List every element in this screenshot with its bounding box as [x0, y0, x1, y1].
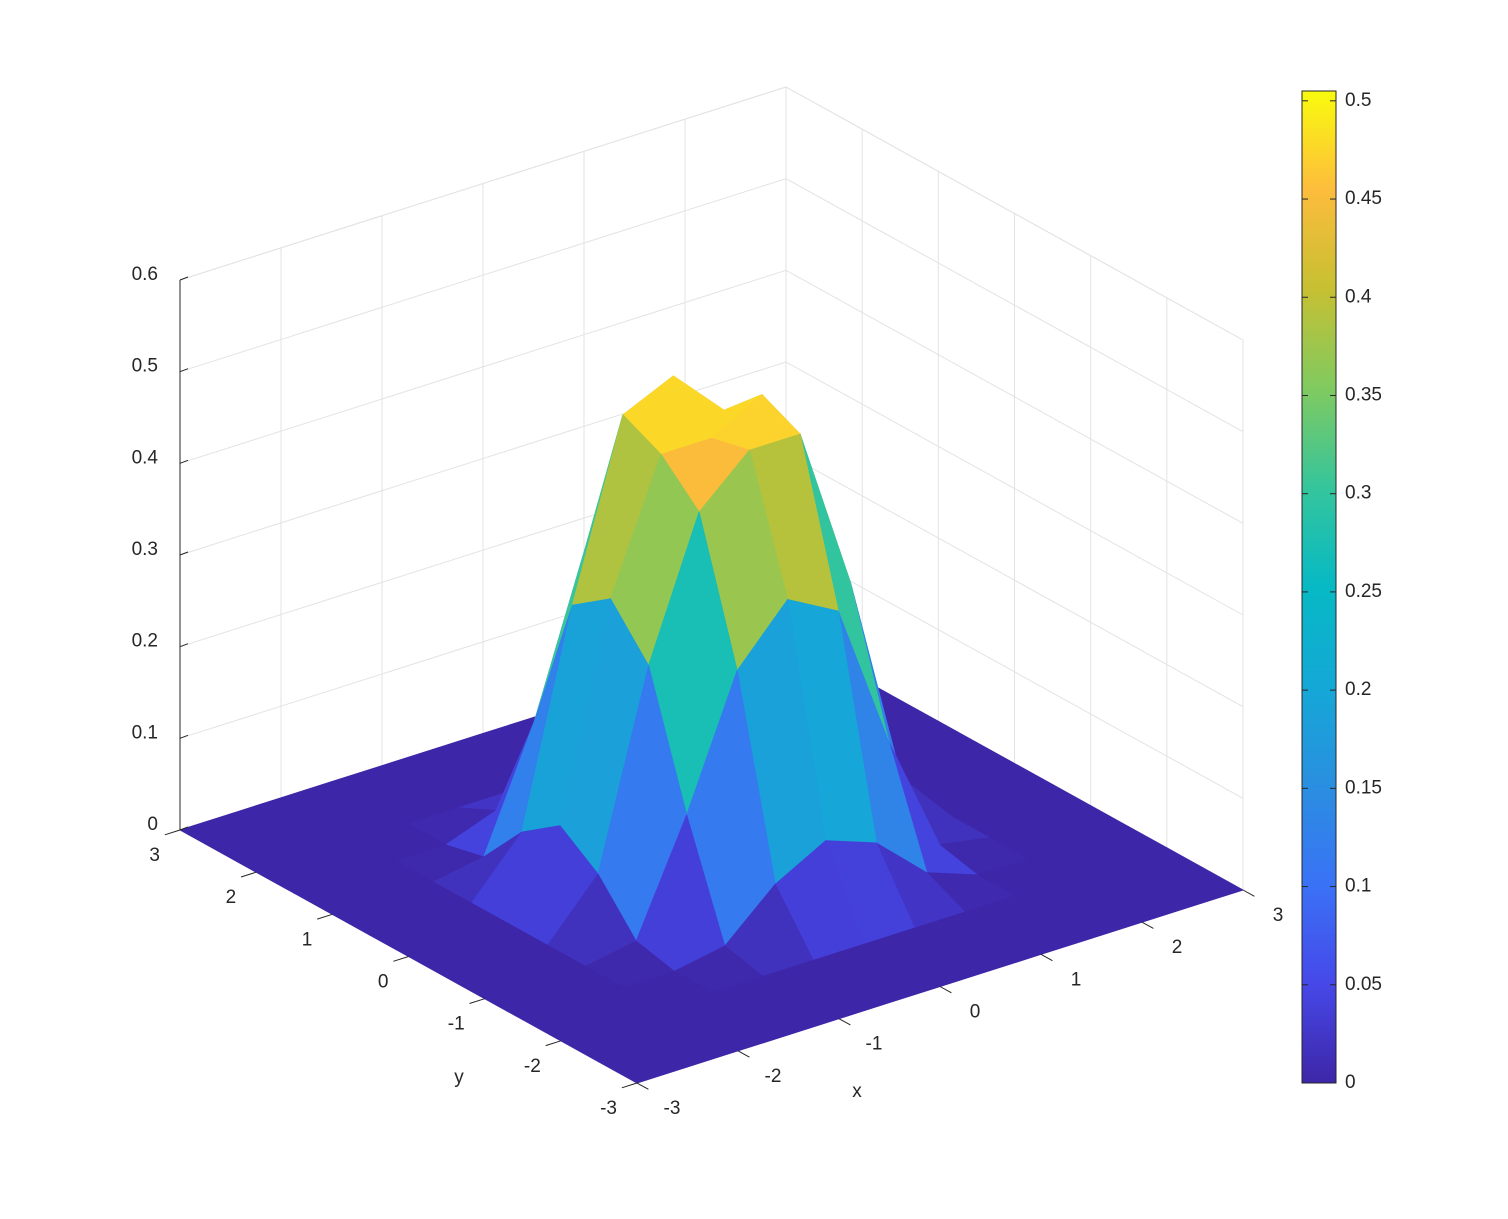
z-tick [179, 459, 189, 464]
grid-line [785, 86, 1244, 341]
colorbar-tick-label: 0 [1345, 1072, 1356, 1093]
colorbar-tick-label: 0.45 [1345, 188, 1382, 209]
y-tick [545, 1040, 561, 1047]
colorbar-tick-label: 0.3 [1345, 483, 1371, 504]
x-tick-label: -1 [866, 1034, 883, 1055]
x-tick-label: 0 [970, 1002, 981, 1023]
x-tick [1242, 889, 1255, 897]
x-tick [636, 1082, 649, 1090]
z-tick [179, 276, 189, 281]
y-tick [317, 913, 333, 920]
x-tick [1040, 953, 1053, 962]
z-tick [179, 551, 189, 556]
grid-line [785, 453, 1244, 708]
grid-line [179, 86, 787, 281]
surface-cell [598, 1045, 688, 1084]
y-axis-label: y [454, 1067, 464, 1088]
z-tick [179, 368, 189, 373]
y-tick-label: -3 [600, 1098, 617, 1119]
y-tick [621, 1082, 638, 1089]
grid-line [785, 361, 1244, 616]
x-tick-label: -3 [664, 1098, 681, 1119]
colorbar-tick-label: 0.05 [1345, 974, 1382, 995]
z-tick-label: 0 [147, 814, 158, 835]
colorbar [1301, 90, 1337, 1084]
grid-line [179, 269, 787, 464]
grid-line [785, 178, 1244, 433]
x-tick [939, 986, 952, 994]
colorbar-tick-label: 0.1 [1345, 876, 1371, 897]
y-tick [164, 829, 181, 836]
x-tick [838, 1018, 851, 1026]
y-tick-label: 1 [302, 929, 313, 950]
z-tick-label: 0.2 [132, 631, 158, 652]
x-tick-label: 2 [1172, 937, 1183, 958]
colorbar-tick-label: 0.15 [1345, 777, 1382, 798]
y-tick-label: 3 [149, 845, 160, 866]
colorbar-tick-label: 0.25 [1345, 581, 1382, 602]
colorbar-tick-label: 0.5 [1345, 90, 1371, 111]
z-tick [179, 643, 189, 648]
z-tick-label: 0.6 [132, 264, 158, 285]
x-tick [1141, 921, 1154, 929]
x-tick [737, 1050, 750, 1058]
colorbar-tick-label: 0.4 [1345, 286, 1372, 307]
colorbar-tick-label: 0.35 [1345, 384, 1382, 405]
z-tick [179, 826, 189, 831]
y-tick [393, 956, 409, 962]
z-tick [179, 734, 189, 739]
y-tick-label: 2 [226, 887, 237, 908]
colorbar-tick-label: 0.2 [1345, 679, 1371, 700]
y-tick [240, 871, 257, 878]
x-tick-label: 3 [1273, 905, 1284, 926]
x-tick-label: -2 [765, 1066, 782, 1087]
y-tick-label: 0 [378, 972, 389, 993]
y-tick-label: -1 [448, 1014, 465, 1035]
y-tick-label: -2 [524, 1056, 541, 1077]
z-tick-label: 0.4 [132, 447, 159, 468]
z-tick-label: 0.5 [132, 356, 158, 377]
grid-line [785, 269, 1244, 524]
z-tick-label: 0.1 [132, 722, 158, 743]
grid-line [179, 178, 787, 373]
z-tick-label: 0.3 [132, 539, 158, 560]
x-axis-label: x [852, 1081, 862, 1102]
y-tick [469, 998, 485, 1004]
grid-line [785, 544, 1244, 799]
x-tick-label: 1 [1071, 969, 1082, 990]
